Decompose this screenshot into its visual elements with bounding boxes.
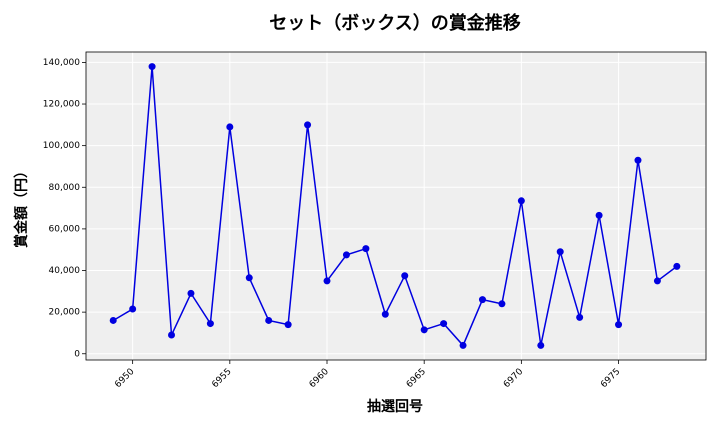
marker (595, 211, 603, 219)
x-tick-label: 6955 (210, 367, 233, 390)
marker (323, 277, 331, 285)
marker (284, 321, 292, 329)
marker (576, 313, 584, 321)
marker (556, 248, 564, 256)
marker (420, 326, 428, 334)
marker (615, 321, 623, 329)
marker (498, 300, 506, 308)
x-tick-label: 6950 (113, 367, 136, 390)
x-axis-label: 抽選回号 (367, 398, 423, 415)
x-tick-label: 6970 (502, 367, 525, 390)
y-tick-label: 140,000 (43, 58, 80, 68)
marker (342, 251, 350, 259)
marker (206, 320, 214, 328)
marker (401, 272, 409, 280)
y-tick-label: 120,000 (43, 100, 80, 110)
marker (537, 341, 545, 349)
marker (109, 316, 117, 324)
y-tick-label: 100,000 (43, 141, 80, 151)
y-tick-label: 40,000 (49, 266, 81, 276)
y-tick-label: 20,000 (49, 308, 81, 318)
marker (362, 245, 370, 253)
marker (265, 316, 273, 324)
marker (129, 305, 137, 313)
marker (440, 320, 448, 328)
line (112, 66, 678, 347)
y-axis-label: 賞金額（円） (13, 164, 30, 248)
marker (245, 274, 253, 282)
marker (381, 310, 389, 318)
x-tick-label: 6965 (405, 367, 428, 390)
x-tick-label: 6975 (599, 367, 622, 390)
chart-title: セット（ボックス）の賞金推移 (269, 12, 520, 34)
marker (517, 197, 525, 205)
y-tick-label: 80,000 (49, 183, 81, 193)
plot-frame (85, 51, 707, 361)
marker (304, 121, 312, 129)
marker (168, 331, 176, 339)
plot-area (86, 52, 706, 360)
marker (148, 63, 156, 71)
x-tick-label: 6960 (308, 367, 331, 390)
marker (673, 262, 681, 270)
marker (187, 289, 195, 297)
marker (634, 156, 642, 164)
marker (226, 123, 234, 131)
y-tick-label: 60,000 (49, 224, 81, 234)
marker (478, 296, 486, 304)
marker (653, 277, 661, 285)
y-tick-label: 0 (74, 349, 80, 359)
marker (459, 341, 467, 349)
